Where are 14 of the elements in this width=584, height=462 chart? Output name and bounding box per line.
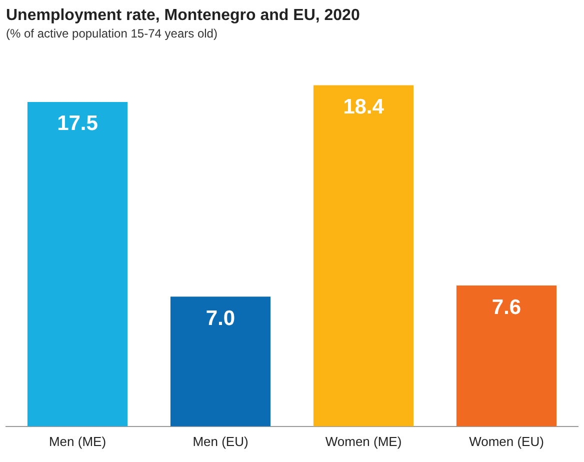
chart-title: Unemployment rate, Montenegro and EU, 2020 [6,7,360,24]
bar [170,296,271,426]
data-label: 17.5 [57,112,98,136]
bar [27,102,128,426]
x-tick-label: Men (EU) [192,434,248,449]
x-tick-label: Women (EU) [469,434,544,449]
bar [313,85,414,426]
chart-subtitle: (% of active population 15-74 years old) [6,26,218,41]
data-label: 18.4 [343,96,384,119]
bar [456,285,557,426]
data-label: 7.0 [206,306,236,330]
x-tick-label: Men (ME) [48,434,106,449]
data-label: 7.6 [492,296,522,319]
x-tick-label: Women (ME) [325,434,402,449]
